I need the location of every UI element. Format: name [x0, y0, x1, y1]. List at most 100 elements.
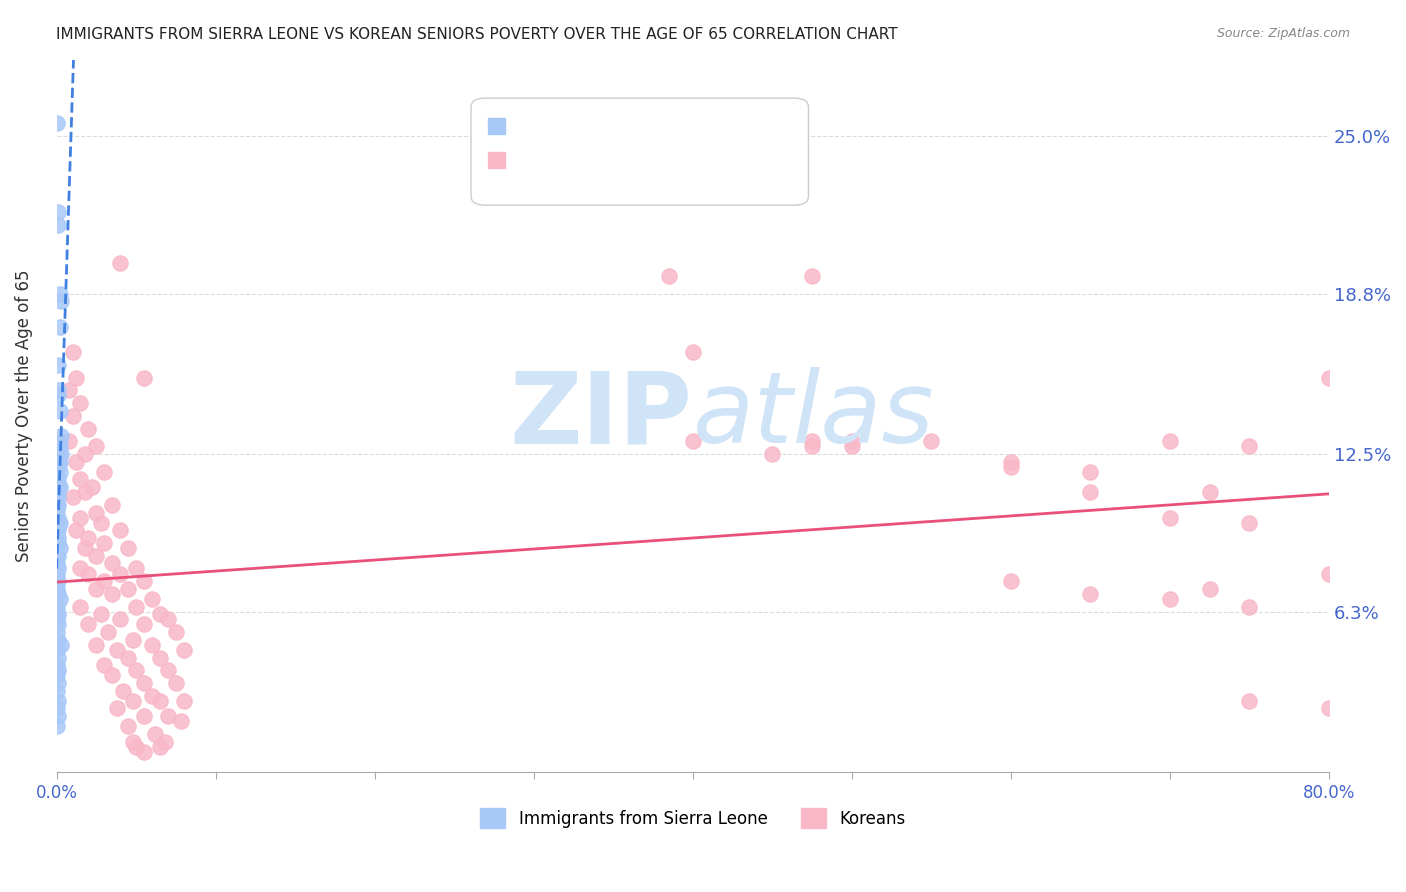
- Point: [125, 739, 148, 754]
- Point: [46, 607, 69, 622]
- Point: [1239, 516, 1261, 530]
- Point: [45, 503, 67, 517]
- Text: N =: N =: [605, 156, 638, 171]
- Point: [86, 582, 108, 596]
- Point: [69, 561, 91, 575]
- Point: [682, 434, 704, 449]
- Point: [1317, 566, 1340, 581]
- Point: [132, 370, 155, 384]
- Point: [173, 694, 195, 708]
- Point: [69, 510, 91, 524]
- Point: [141, 592, 163, 607]
- Point: [46, 447, 69, 461]
- Point: [112, 683, 135, 698]
- Point: [156, 663, 179, 677]
- Point: [49, 541, 72, 556]
- Point: [86, 439, 108, 453]
- Point: [45, 683, 67, 698]
- Point: [93, 536, 115, 550]
- Point: [75, 447, 97, 461]
- Point: [46, 587, 69, 601]
- Point: [46, 709, 69, 723]
- Point: [1078, 587, 1101, 601]
- Text: N =: N =: [605, 123, 638, 138]
- Point: [51, 638, 73, 652]
- Point: [156, 612, 179, 626]
- Text: ZIP: ZIP: [510, 368, 693, 465]
- Point: [920, 434, 942, 449]
- Point: [132, 574, 155, 589]
- Point: [86, 638, 108, 652]
- Point: [1317, 701, 1340, 715]
- Point: [45, 498, 67, 512]
- Point: [69, 599, 91, 614]
- Point: [761, 447, 783, 461]
- Point: [122, 632, 145, 647]
- Point: [45, 477, 67, 491]
- Point: [96, 625, 118, 640]
- Point: [1198, 582, 1220, 596]
- Point: [682, 345, 704, 359]
- Point: [46, 384, 69, 398]
- Point: [46, 516, 69, 530]
- Point: [117, 650, 139, 665]
- Point: [46, 536, 69, 550]
- Point: [841, 434, 863, 449]
- Point: [132, 709, 155, 723]
- Point: [49, 319, 72, 334]
- Point: [165, 676, 187, 690]
- Point: [62, 490, 84, 504]
- Point: [149, 739, 172, 754]
- Point: [51, 294, 73, 309]
- Point: [46, 676, 69, 690]
- Point: [46, 561, 69, 575]
- Point: [841, 439, 863, 453]
- Text: R =: R =: [506, 123, 540, 138]
- Point: [101, 668, 124, 682]
- Point: [46, 447, 69, 461]
- Point: [46, 459, 69, 474]
- Text: -0.389: -0.389: [546, 156, 600, 171]
- Point: [75, 541, 97, 556]
- Point: [105, 701, 128, 715]
- Point: [46, 455, 69, 469]
- Point: [45, 599, 67, 614]
- Point: [45, 557, 67, 571]
- Legend: Immigrants from Sierra Leone, Koreans: Immigrants from Sierra Leone, Koreans: [474, 801, 912, 835]
- Y-axis label: Seniors Poverty Over the Age of 65: Seniors Poverty Over the Age of 65: [15, 269, 32, 562]
- Point: [46, 510, 69, 524]
- Point: [1159, 434, 1181, 449]
- Point: [86, 549, 108, 563]
- Point: [80, 480, 103, 494]
- Point: [46, 617, 69, 632]
- Point: [801, 439, 824, 453]
- Text: R =: R =: [506, 156, 540, 171]
- Point: [143, 727, 166, 741]
- Text: 0.090: 0.090: [546, 123, 593, 138]
- Point: [45, 668, 67, 682]
- Point: [90, 516, 112, 530]
- Point: [65, 370, 87, 384]
- Point: [1317, 370, 1340, 384]
- Point: [93, 658, 115, 673]
- Point: [122, 734, 145, 748]
- Point: [58, 384, 80, 398]
- Point: [45, 701, 67, 715]
- Point: [46, 524, 69, 538]
- Point: [801, 434, 824, 449]
- Point: [49, 439, 72, 453]
- Point: [45, 524, 67, 538]
- Point: [46, 434, 69, 449]
- Point: [45, 612, 67, 626]
- Point: [149, 694, 172, 708]
- Text: IMMIGRANTS FROM SIERRA LEONE VS KOREAN SENIORS POVERTY OVER THE AGE OF 65 CORREL: IMMIGRANTS FROM SIERRA LEONE VS KOREAN S…: [56, 27, 898, 42]
- Point: [45, 566, 67, 581]
- Point: [1239, 439, 1261, 453]
- Point: [1198, 485, 1220, 500]
- Point: [93, 574, 115, 589]
- Point: [117, 582, 139, 596]
- Point: [46, 490, 69, 504]
- Point: [77, 566, 100, 581]
- Point: [45, 582, 67, 596]
- Point: [125, 561, 148, 575]
